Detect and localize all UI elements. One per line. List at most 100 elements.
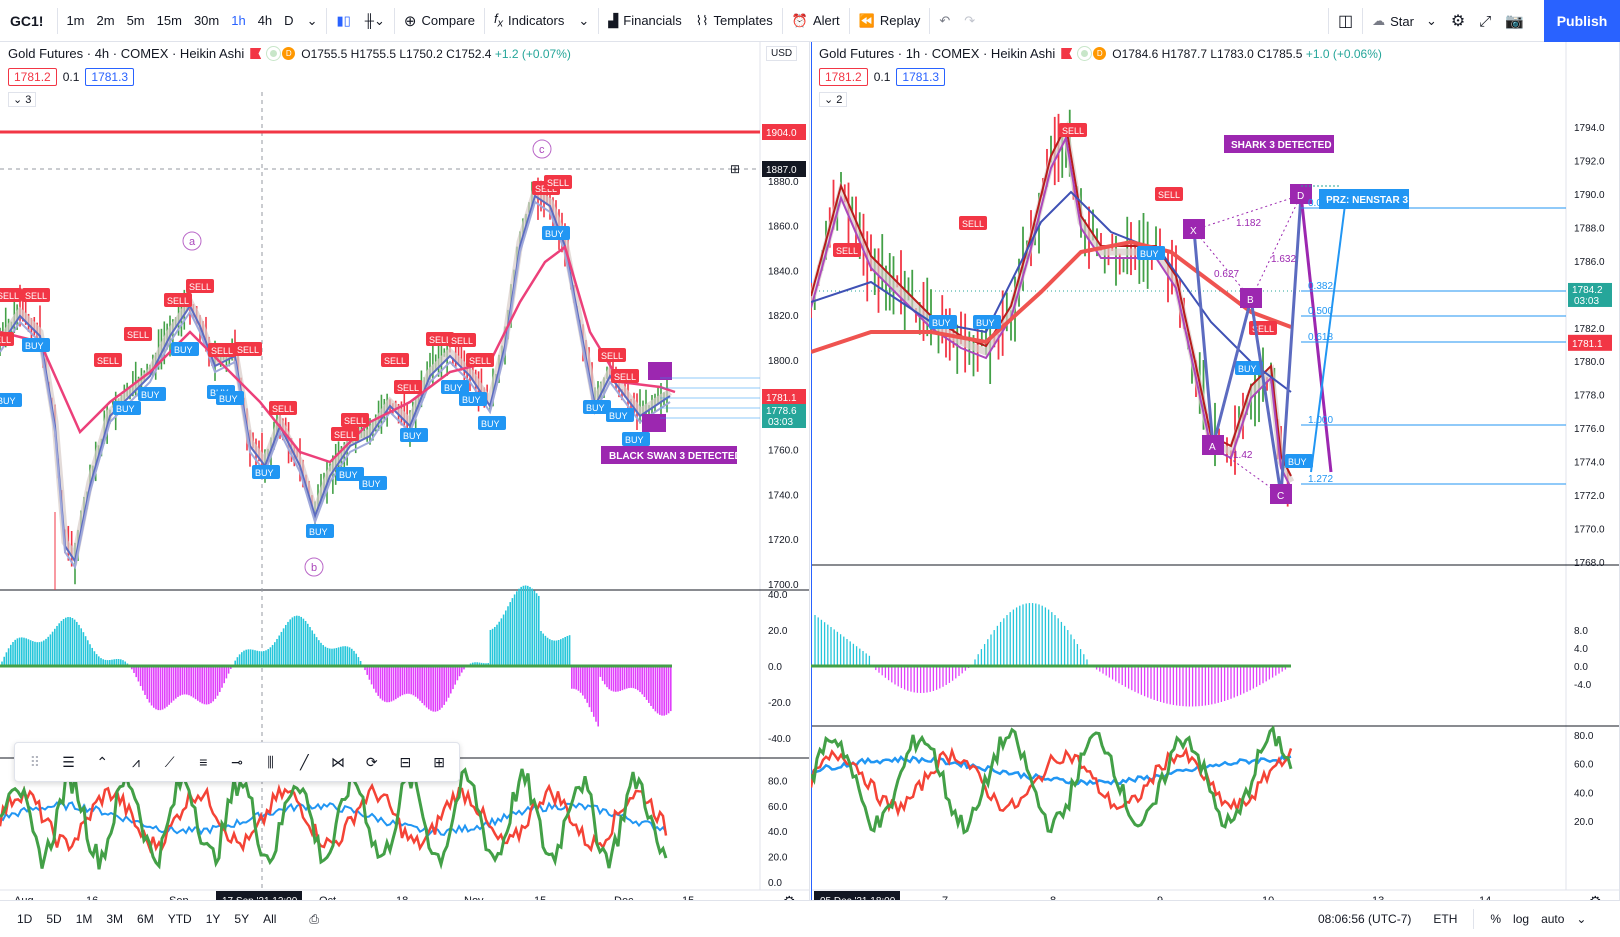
cycle-icon[interactable]: ⟳ xyxy=(365,753,378,770)
chevron-icon[interactable]: ⌄ xyxy=(1576,912,1587,926)
left-legend: Gold Futures · 4h · COMEX · Heikin Ashi … xyxy=(8,46,571,61)
signal-sell-bg xyxy=(186,279,214,293)
trend-line-icon[interactable]: ⟋ xyxy=(164,753,175,770)
separator xyxy=(326,7,328,34)
ask-price[interactable]: 1781.3 xyxy=(896,68,946,86)
camera-icon[interactable]: 📷 xyxy=(1505,13,1524,30)
range-3m[interactable]: 3M xyxy=(106,912,124,926)
drag-handle-icon[interactable]: ⠿ xyxy=(29,753,40,770)
settings-lines-icon[interactable]: ⊞ xyxy=(433,753,445,770)
wave-circle xyxy=(304,557,324,577)
separator xyxy=(483,7,485,34)
right-chart-pane[interactable]: 1794.01792.01790.01788.01786.01784.01782… xyxy=(811,42,1620,900)
wave-pattern-icon[interactable]: ⩘ xyxy=(131,753,140,770)
financials-button[interactable]: ▟ Financials xyxy=(601,0,689,42)
interval-2m[interactable]: 2m xyxy=(96,13,115,28)
horizontal-lines-icon[interactable]: ☰ xyxy=(62,753,75,770)
indicators-button[interactable]: fx Indicators ⌄ xyxy=(487,0,596,42)
collapse-indicators-button[interactable]: ⌄ 3 xyxy=(8,92,37,107)
separator xyxy=(393,7,395,34)
x-tick-label: 15 xyxy=(534,895,546,900)
interval-4h[interactable]: 4h xyxy=(257,13,273,28)
signal-buy: BUY xyxy=(339,470,358,480)
range-1y[interactable]: 1Y xyxy=(205,912,221,926)
goto-date-icon[interactable]: ⎙ xyxy=(309,911,320,926)
fullscreen-icon[interactable]: ⤢ xyxy=(1479,12,1492,30)
compare-button[interactable]: ⊕ Compare xyxy=(397,0,482,42)
templates-button[interactable]: ⌇⌇ Templates xyxy=(689,0,780,42)
x-cursor-bg xyxy=(814,891,900,900)
range-1m[interactable]: 1M xyxy=(75,912,93,926)
range-5y[interactable]: 5Y xyxy=(234,912,250,926)
signal-sell-bg xyxy=(1059,123,1087,137)
layout-name-button[interactable]: ☁ Star ⌄ xyxy=(1365,0,1444,42)
collapse-indicators-button[interactable]: ⌄ 2 xyxy=(819,92,848,107)
signal-sell: SELL xyxy=(97,356,119,366)
ruler-icon[interactable]: ⫼ xyxy=(267,753,274,770)
alert-button[interactable]: ⏰ Alert xyxy=(785,0,847,42)
flag-icon[interactable] xyxy=(1061,48,1073,59)
currency-button[interactable]: USD xyxy=(766,46,798,61)
left-chart-pane[interactable]: 1900.01880.01860.01840.01820.01800.01780… xyxy=(0,42,810,900)
signal-sell-bg xyxy=(448,333,476,347)
right-chart-canvas[interactable]: 1794.01792.01790.01788.01786.01784.01782… xyxy=(811,42,1620,900)
percent-toggle[interactable]: % xyxy=(1490,912,1502,926)
bars-style-icon[interactable]: ▮▯ xyxy=(336,12,351,28)
ohlc-values: O1784.6 H1787.7 L1783.0 C1785.5 +1.0 (+0… xyxy=(1112,47,1382,61)
channel-icon[interactable]: ⊟ xyxy=(399,753,412,770)
osc2-tick: 20.0 xyxy=(768,853,788,864)
xabcd-icon[interactable]: ⋈ xyxy=(331,753,346,770)
separator xyxy=(1362,8,1364,34)
line-icon[interactable]: ╱ xyxy=(300,753,309,770)
range-6m[interactable]: 6M xyxy=(137,912,154,926)
replay-button[interactable]: ⏪ Replay xyxy=(852,0,928,42)
y-tick-label: 1772.0 xyxy=(1574,491,1605,502)
signal-sell: SELL xyxy=(451,336,473,346)
interval-15m[interactable]: 15m xyxy=(156,13,182,28)
interval-D[interactable]: D xyxy=(284,13,294,28)
spread: 0.1 xyxy=(873,70,891,84)
interval-1h[interactable]: 1h xyxy=(231,13,246,28)
candles-style-icon[interactable]: ╫⌄ xyxy=(364,12,385,28)
change-value: +1.0 (+0.06%) xyxy=(1305,46,1382,61)
signal-sell-bg xyxy=(611,369,639,383)
signal-sell: SELL xyxy=(1252,324,1274,334)
symbol-search[interactable]: GC1! xyxy=(10,12,44,29)
signal-sell-bg xyxy=(381,353,409,367)
signal-sell: SELL xyxy=(334,430,356,440)
auto-toggle[interactable]: auto xyxy=(1541,912,1565,926)
left-chart-canvas[interactable]: 1900.01880.01860.01840.01820.01800.01780… xyxy=(0,42,810,900)
signal-sell-bg xyxy=(164,293,192,307)
flag-icon[interactable] xyxy=(250,48,262,59)
interval-dropdown-icon[interactable]: ⌄ xyxy=(306,12,318,28)
bid-price[interactable]: 1781.2 xyxy=(8,68,57,86)
redo-icon[interactable]: ↷ xyxy=(964,12,976,28)
abcd-pattern-icon[interactable]: ⌃ xyxy=(96,753,109,770)
clock[interactable]: 08:06:56 (UTC-7) xyxy=(1318,912,1412,926)
interval-1m[interactable]: 1m xyxy=(66,13,85,28)
range-5d[interactable]: 5D xyxy=(46,912,62,926)
x-tick-label: 15 xyxy=(682,895,694,900)
gear-icon[interactable]: ⚙ xyxy=(1450,13,1466,30)
interval-30m[interactable]: 30m xyxy=(193,13,220,28)
signal-buy: BUY xyxy=(1288,457,1307,467)
log-toggle[interactable]: log xyxy=(1513,912,1530,926)
range-all[interactable]: All xyxy=(263,912,277,926)
fib-icon[interactable]: ≡ xyxy=(199,754,208,770)
ma-lightblue xyxy=(0,200,671,570)
ask-price[interactable]: 1781.3 xyxy=(85,68,135,86)
fib-level-label: 0.618 xyxy=(1308,332,1333,343)
range-ytd[interactable]: YTD xyxy=(167,912,192,926)
interval-5m[interactable]: 5m xyxy=(126,13,145,28)
bid-price[interactable]: 1781.2 xyxy=(819,68,868,86)
y-tick-label: 1788.0 xyxy=(1574,223,1605,234)
layout-icon[interactable]: ◫ xyxy=(1338,13,1354,30)
signal-buy: BUY xyxy=(481,419,500,429)
publish-button[interactable]: Publish xyxy=(1544,0,1620,42)
osc2-tick: 60.0 xyxy=(1574,760,1594,771)
ray-icon[interactable]: ⊸ xyxy=(231,753,243,770)
range-1d[interactable]: 1D xyxy=(17,912,33,926)
undo-icon[interactable]: ↶ xyxy=(939,12,951,28)
session-toggle[interactable]: ETH xyxy=(1433,912,1458,926)
signal-buy-bg xyxy=(400,428,428,442)
